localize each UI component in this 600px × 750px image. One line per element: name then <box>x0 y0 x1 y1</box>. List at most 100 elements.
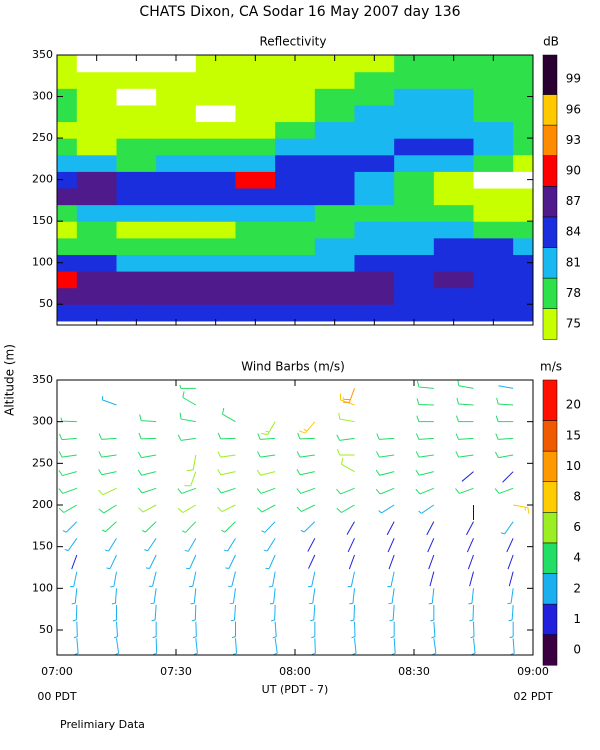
y-tick-label: 150 <box>32 214 53 227</box>
wind-barb <box>98 433 117 440</box>
x-tick-label: 08:00 <box>279 665 311 678</box>
wind-barb <box>390 621 395 639</box>
wind-barb <box>341 457 355 473</box>
contour-cell <box>354 71 395 89</box>
wind-barb <box>456 415 474 423</box>
contour-cell <box>57 204 78 222</box>
contour-cell <box>156 154 197 172</box>
wind-barb <box>71 588 78 605</box>
colorbar-box <box>542 420 558 452</box>
colorbar-tick-label: 96 <box>566 102 581 116</box>
contour-cell <box>513 187 533 206</box>
wind-barb <box>98 451 117 458</box>
contour-cell <box>76 204 118 222</box>
wind-barb <box>387 571 395 588</box>
contour-cell <box>354 55 395 73</box>
contour-cell <box>235 237 276 255</box>
colorbar-box <box>542 155 558 187</box>
y-tick-label: 50 <box>39 623 53 636</box>
wind-barb <box>495 433 514 440</box>
wind-barb <box>415 487 435 495</box>
wind-barb <box>428 554 435 570</box>
contour-cell <box>513 154 533 172</box>
contour-cell <box>394 71 435 89</box>
contour-cell <box>354 221 395 239</box>
contour-cell <box>76 154 118 172</box>
wind-barb <box>230 604 236 622</box>
wind-barb <box>310 604 316 622</box>
contour-cell <box>76 104 118 123</box>
contour-cell <box>76 287 118 305</box>
contour-cell <box>235 304 276 322</box>
contour-cell <box>57 171 78 189</box>
contour-cell <box>156 271 197 289</box>
contour-cell <box>513 171 533 189</box>
contour-cell <box>394 121 435 139</box>
wind-barb <box>189 571 197 588</box>
wind-barb <box>217 432 236 440</box>
contour-cell <box>275 154 316 172</box>
wind-barb <box>466 538 474 553</box>
wind-barb <box>256 504 276 513</box>
contour-cell <box>76 88 118 106</box>
contour-cell <box>354 121 395 139</box>
wind-barb <box>179 384 196 389</box>
wind-barb <box>337 448 355 456</box>
contour-cell <box>275 304 316 322</box>
colorbar-tick-label: 81 <box>566 255 581 269</box>
wind-barb <box>192 621 197 639</box>
wind-barb <box>223 538 236 552</box>
contour-cell <box>156 171 197 189</box>
contour-cell <box>116 287 157 305</box>
contour-cell <box>354 171 395 189</box>
contour-cell <box>275 237 316 255</box>
colorbar-tick-label: 4 <box>573 551 581 565</box>
contour-cell <box>57 187 78 206</box>
wind-barb <box>507 588 514 605</box>
wind-barb <box>416 398 434 406</box>
contour-cell <box>275 55 316 73</box>
contour-cell <box>275 287 316 305</box>
contour-cell <box>76 171 118 189</box>
contour-cell <box>57 154 78 172</box>
contour-cell <box>116 204 157 222</box>
contour-cell <box>235 171 276 189</box>
contour-cell <box>76 271 118 289</box>
contour-cell <box>433 55 475 73</box>
wind-barb <box>98 504 117 514</box>
contour-cell <box>76 138 118 156</box>
wind-barb <box>309 588 316 605</box>
contour-cell <box>433 121 475 139</box>
wind-barb <box>416 380 434 389</box>
contour-cell <box>354 154 395 172</box>
contour-cell <box>394 304 435 322</box>
colorbar-tick-label: 15 <box>566 428 581 442</box>
wind-barb <box>182 391 197 406</box>
wind-barb <box>144 538 157 552</box>
wind-barb <box>101 396 117 406</box>
wind-barb <box>415 433 434 440</box>
wind-barb <box>221 521 236 533</box>
contour-cell <box>195 287 237 305</box>
contour-cell <box>275 187 316 206</box>
contour-cell <box>195 71 237 89</box>
colorbar-box <box>542 573 558 605</box>
contour-cell <box>433 287 475 305</box>
wind-barb <box>308 554 316 569</box>
contour-cell <box>314 304 356 322</box>
contour-cell <box>195 254 237 272</box>
contour-cell <box>235 254 276 272</box>
wind-barb <box>469 604 474 622</box>
contour-cell <box>433 138 475 156</box>
contour-cell <box>195 104 237 123</box>
wind-barb <box>507 554 514 570</box>
contour-cell <box>473 154 514 172</box>
plot-area <box>57 55 533 322</box>
wind-barb <box>148 571 157 587</box>
contour-cell <box>354 187 395 206</box>
colorbar-tick-label: 99 <box>566 72 581 86</box>
contour-cell <box>473 71 514 89</box>
wind-barb <box>500 521 514 535</box>
contour-cell <box>57 221 78 239</box>
contour-cell <box>513 254 533 272</box>
